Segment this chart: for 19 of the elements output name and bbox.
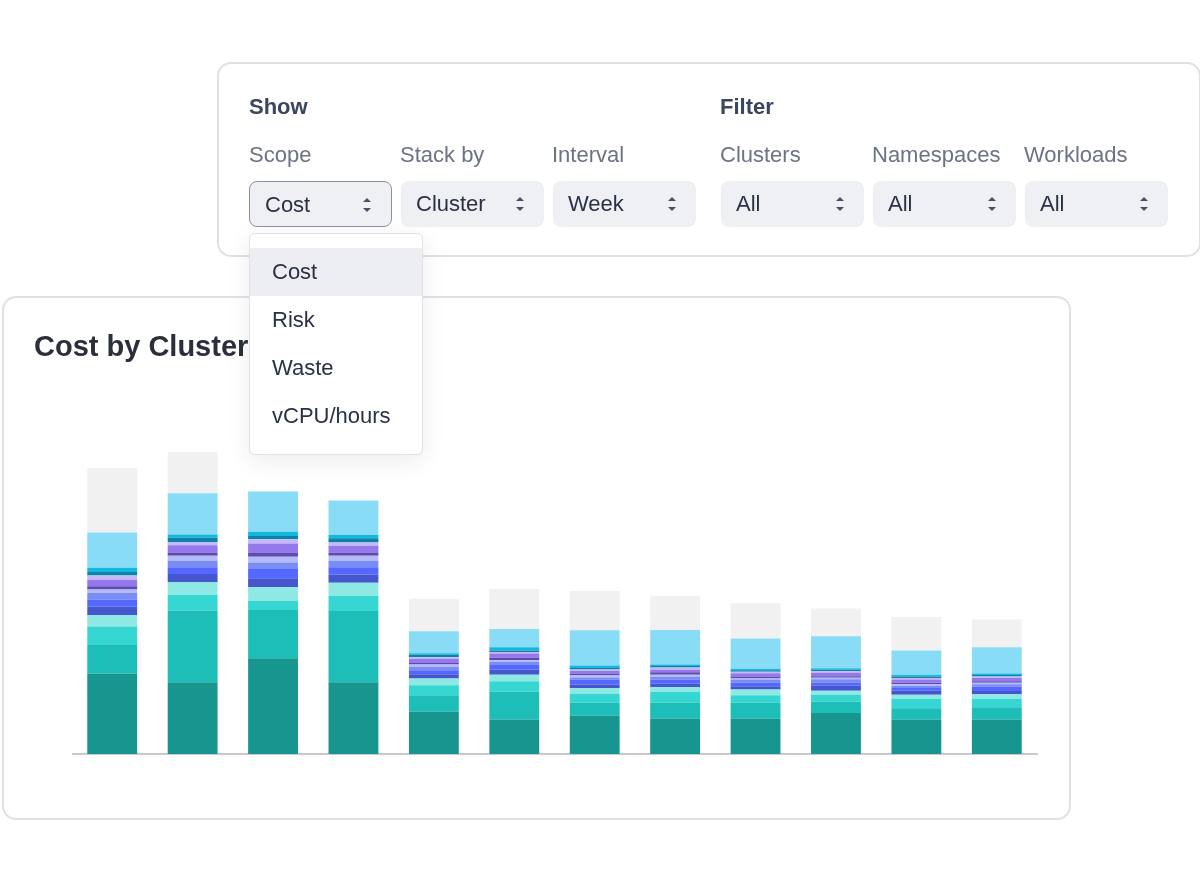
text: Clusters [720, 142, 801, 168]
text: Scope [249, 142, 312, 168]
text: Show [249, 94, 308, 120]
text: All [888, 191, 913, 217]
chart-title: Cost by Cluster [34, 330, 249, 363]
text: Waste [272, 355, 334, 381]
text: Cost [272, 259, 318, 285]
text: Interval [552, 142, 625, 168]
text: Cluster [416, 191, 486, 217]
text: Stack by [400, 142, 485, 168]
text: Workloads [1024, 142, 1128, 168]
text: Filter [720, 94, 774, 120]
text: Cost [265, 192, 311, 218]
text: Namespaces [872, 142, 1001, 168]
text: Risk [272, 307, 315, 333]
text: Week [568, 191, 624, 217]
text: All [736, 191, 761, 217]
text: All [1040, 191, 1065, 217]
text: vCPU/hours [272, 403, 391, 429]
